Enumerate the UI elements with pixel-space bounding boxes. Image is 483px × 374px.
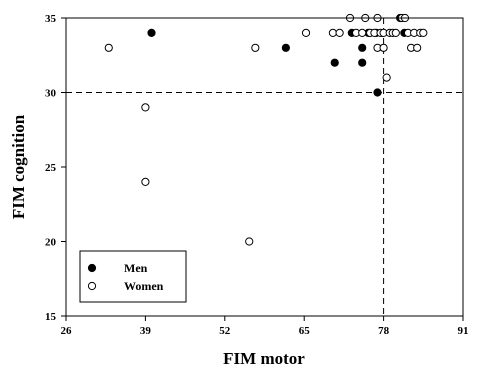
y-tick-label: 15 — [45, 311, 57, 323]
point-men — [147, 28, 156, 38]
point-women — [141, 177, 150, 186]
point-men — [330, 58, 339, 67]
point-women — [379, 43, 388, 52]
point-women — [245, 237, 254, 246]
point-men — [358, 58, 367, 67]
point-men — [281, 43, 290, 52]
y-tick-label: 20 — [45, 237, 57, 249]
point-women — [358, 28, 367, 38]
reference-lines — [66, 18, 463, 316]
x-tick-label: 65 — [299, 325, 311, 337]
y-tick-label: 30 — [45, 88, 57, 100]
point-women — [141, 103, 150, 112]
point-women — [419, 28, 428, 38]
point-women — [391, 28, 400, 38]
y-axis-ticks: 15 20 25 30 35 — [45, 13, 66, 323]
point-women — [413, 43, 422, 52]
x-tick-label: 91 — [458, 325, 469, 337]
legend-label-women: Women — [124, 279, 164, 293]
legend-marker-women — [87, 281, 97, 291]
legend-marker-men — [87, 263, 97, 273]
legend-box — [79, 250, 187, 303]
point-women — [335, 28, 344, 38]
y-axis-title: FIM cognition — [9, 114, 28, 219]
x-tick-label: 78 — [378, 325, 390, 337]
point-women — [251, 43, 260, 52]
x-tick-label: 52 — [219, 325, 231, 337]
point-women — [104, 43, 113, 52]
x-axis-title: FIM motor — [223, 349, 305, 368]
legend: Men Women — [79, 250, 187, 303]
point-men — [373, 88, 382, 97]
legend-label-men: Men — [124, 261, 148, 275]
x-tick-label: 39 — [140, 325, 152, 337]
point-women — [301, 28, 311, 38]
y-tick-label: 35 — [45, 13, 57, 25]
x-tick-label: 26 — [61, 325, 73, 337]
point-women — [328, 28, 338, 38]
point-women — [382, 73, 391, 82]
x-axis-ticks: 26 39 52 65 78 91 — [61, 316, 469, 337]
data-points — [104, 13, 428, 246]
point-men — [358, 43, 367, 52]
y-tick-label: 25 — [45, 162, 57, 174]
